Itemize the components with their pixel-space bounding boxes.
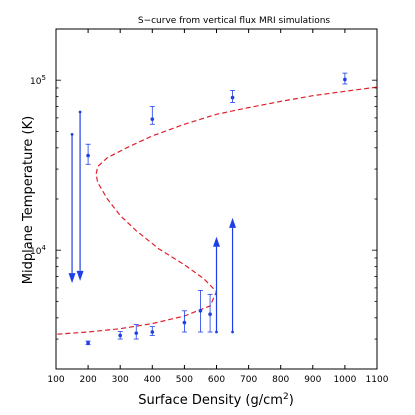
transition-arrow — [229, 217, 237, 334]
data-point — [149, 106, 155, 125]
point-marker — [134, 331, 139, 335]
y-axis-ticks: 104 105 — [30, 28, 377, 370]
arrow-head — [68, 273, 76, 284]
data-point — [197, 289, 203, 333]
arrow-start-point — [78, 110, 82, 114]
x-axis-label: Surface Density (g/cm2) — [138, 392, 294, 408]
arrow-head — [229, 217, 237, 228]
point-marker — [118, 333, 122, 338]
point-marker — [182, 320, 187, 325]
point-marker — [86, 341, 90, 345]
point-marker — [150, 117, 155, 121]
arrow-start-point — [231, 330, 234, 334]
arrow-head — [76, 270, 84, 281]
x-tick-label: 600 — [208, 375, 225, 385]
data-points-layer — [85, 72, 348, 346]
x-tick-label: 200 — [80, 375, 97, 385]
point-marker — [208, 312, 212, 317]
x-axis-label-text: Surface Density (g/cm — [138, 393, 283, 408]
x-tick-label: 1000 — [333, 375, 356, 385]
y-tick-label: 105 — [30, 74, 46, 87]
x-axis-label-suffix: ) — [289, 393, 294, 408]
data-point — [230, 90, 236, 103]
x-tick-label: 700 — [240, 375, 257, 385]
data-point — [117, 331, 123, 340]
data-point — [342, 72, 348, 85]
x-axis-ticks: 100 200 300 400 500 600 700 800 900 1000 1100 — [47, 29, 389, 385]
point-marker — [198, 308, 203, 313]
x-tick-label: 500 — [176, 375, 193, 385]
transition-arrow — [213, 236, 220, 334]
arrow-start-point — [215, 330, 218, 334]
x-axis-label-superscript: 2 — [283, 392, 289, 402]
point-marker — [150, 330, 155, 334]
x-tick-label: 300 — [112, 375, 129, 385]
transition-arrows-layer — [68, 110, 237, 334]
x-tick-label: 900 — [304, 375, 321, 385]
arrow-start-point — [70, 132, 74, 136]
point-marker — [343, 77, 347, 82]
x-tick-label: 800 — [272, 375, 289, 385]
y-axis-label: Midplane Temperature (K) — [21, 116, 36, 284]
data-point — [207, 293, 213, 333]
data-point — [133, 324, 139, 340]
transition-arrow — [76, 110, 84, 281]
x-tick-label: 400 — [144, 375, 161, 385]
y-tick-label: 104 — [30, 244, 46, 257]
arrow-head — [213, 236, 220, 247]
x-tick-label: 1100 — [366, 375, 389, 385]
data-point — [85, 340, 91, 346]
point-marker — [86, 153, 90, 158]
x-tick-label: 100 — [47, 375, 64, 385]
data-point — [85, 143, 91, 165]
point-marker — [230, 95, 235, 100]
data-point — [149, 326, 155, 336]
data-point — [181, 310, 187, 333]
chart-title: S−curve from vertical flux MRI simulatio… — [138, 16, 331, 26]
transition-arrow — [68, 132, 76, 284]
